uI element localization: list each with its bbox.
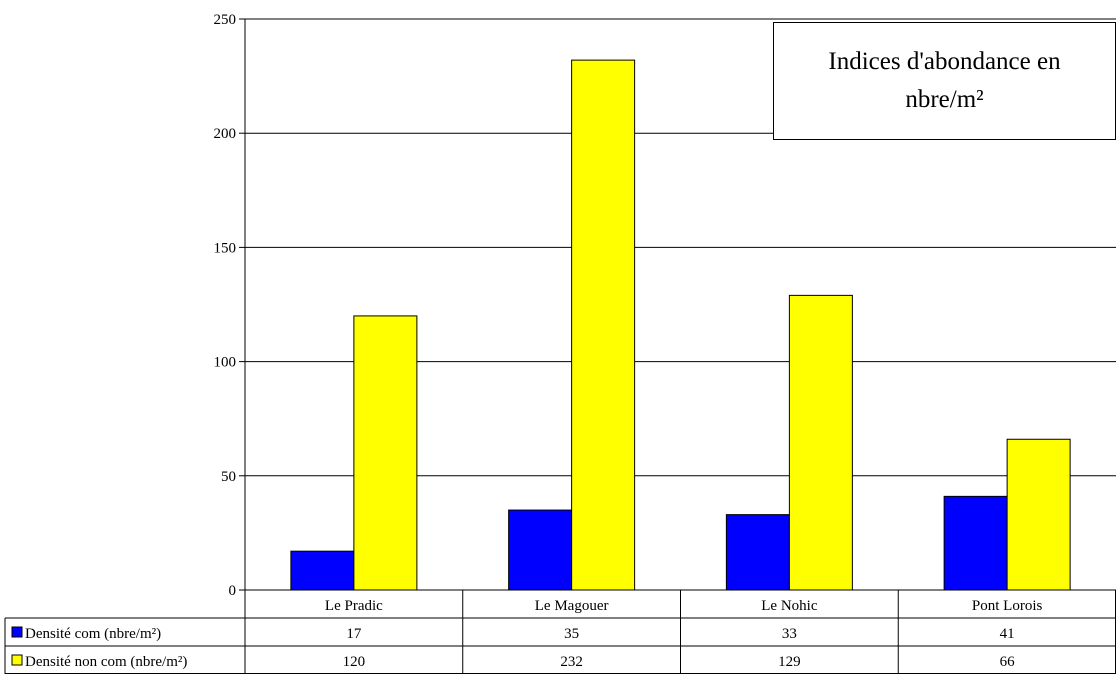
bar-densite-com xyxy=(943,495,1008,591)
bar-densite-non-com xyxy=(571,59,636,591)
bars xyxy=(290,59,1071,591)
legend-swatch xyxy=(11,654,23,666)
data-label: 17 xyxy=(346,626,362,642)
data-label: 120 xyxy=(343,654,366,670)
y-tick-label: 250 xyxy=(214,12,237,28)
bar-densite-com xyxy=(725,514,790,591)
data-label: 66 xyxy=(1000,654,1016,670)
chart-title: Indices d'abondance en nbre/m² xyxy=(828,48,1061,113)
bar-densite-non-com xyxy=(1006,438,1071,591)
legend-label: Densité com (nbre/m²) xyxy=(25,626,161,642)
x-category-label: Le Nohic xyxy=(761,598,818,614)
data-label: 41 xyxy=(1000,626,1015,642)
data-label: 129 xyxy=(778,654,801,670)
bar-densite-com xyxy=(290,550,355,591)
y-tick-label: 200 xyxy=(214,126,237,142)
legend-label: Densité non com (nbre/m²) xyxy=(25,654,187,670)
y-axis-tick-labels: 0 50 100 150 200 250 xyxy=(214,12,237,599)
data-label: 232 xyxy=(560,654,583,670)
data-label: 35 xyxy=(564,626,579,642)
legend-swatch xyxy=(11,626,23,638)
chart-title-box: Indices d'abondance en nbre/m² xyxy=(773,22,1116,140)
y-tick-label: 50 xyxy=(221,469,236,485)
x-category-label: Le Pradic xyxy=(325,598,383,614)
data-label: 33 xyxy=(782,626,797,642)
y-tick-label: 150 xyxy=(214,240,237,256)
x-category-label: Le Magouer xyxy=(535,598,609,614)
x-category-label: Pont Lorois xyxy=(972,598,1043,614)
data-table: Le Pradic Le Magouer Le Nohic Pont Lorois De… xyxy=(4,590,1116,674)
bar-densite-com xyxy=(508,509,573,591)
bar-densite-non-com xyxy=(353,315,418,591)
y-tick-label: 0 xyxy=(229,583,237,599)
y-tick-label: 100 xyxy=(214,355,237,371)
bar-densite-non-com xyxy=(788,294,853,591)
